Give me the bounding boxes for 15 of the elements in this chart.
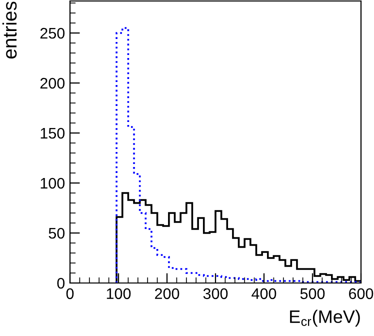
- y-tick-label: 150: [40, 128, 65, 139]
- y-tick-label: 0: [57, 278, 65, 289]
- x-tick-label: 300: [203, 288, 228, 300]
- x-tick-label: 400: [252, 288, 276, 300]
- x-tick-label: 500: [300, 288, 325, 300]
- x-tick-label: 200: [155, 288, 180, 300]
- y-tick-label: 200: [40, 78, 65, 89]
- y-axis-title: entries: [2, 2, 17, 59]
- x-axis-title: E$_{cr}$(MeV): [290, 310, 360, 327]
- x-tick-label: 600: [349, 288, 374, 300]
- x-tick-label: 0: [66, 288, 74, 300]
- x-tick-label: 100: [106, 288, 131, 300]
- y-tick-label: 50: [48, 228, 65, 239]
- y-tick-label: 250: [40, 28, 65, 39]
- y-tick-label: 100: [40, 178, 65, 189]
